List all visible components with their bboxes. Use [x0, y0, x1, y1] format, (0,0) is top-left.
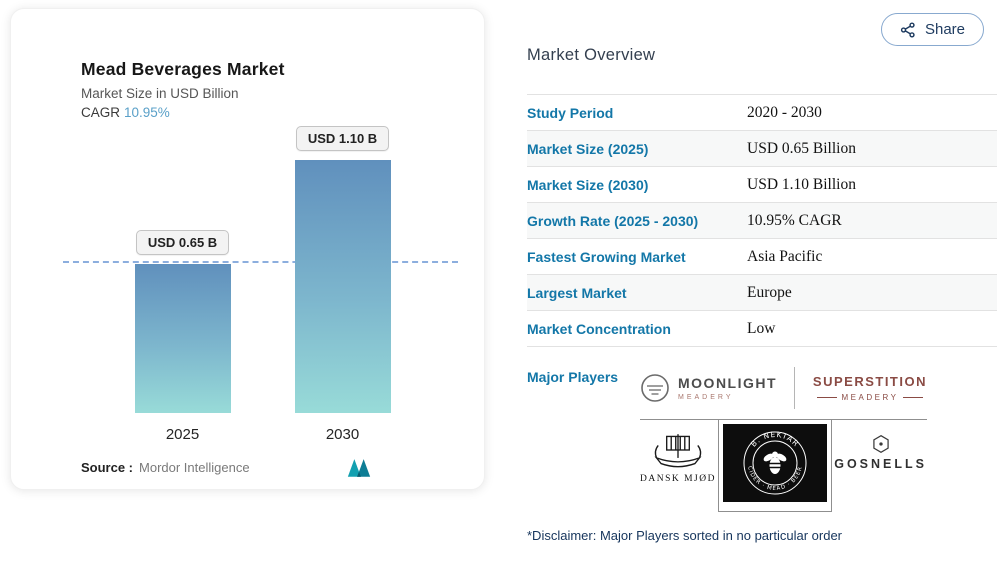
row-label-market-size-2030[interactable]: Market Size (2030)	[527, 176, 649, 193]
share-icon	[900, 21, 916, 38]
chart-subtitle: Market Size in USD Billion	[81, 86, 239, 101]
row-value-growth-rate: 10.95% CAGR	[747, 211, 842, 229]
table-row: Market Size (2030) USD 1.10 Billion	[527, 167, 997, 203]
gosnells-name: GOSNELLS	[834, 457, 927, 471]
row-label-growth-rate[interactable]: Growth Rate (2025 - 2030)	[527, 212, 699, 229]
chart-title: Mead Beverages Market	[81, 59, 285, 79]
row-value-market-concentration: Low	[747, 319, 776, 337]
share-button[interactable]: Share	[880, 13, 984, 46]
bar-2030	[294, 160, 391, 413]
row-label-fastest-growing-market[interactable]: Fastest Growing Market	[527, 248, 686, 265]
disclaimer-text: *Disclaimer: Major Players sorted in no …	[527, 528, 843, 543]
share-label: Share	[924, 21, 965, 38]
major-players-logos: MOONLIGHT MEADERY SUPERSTITION MEADERY	[640, 363, 927, 512]
bar-2025	[134, 264, 231, 413]
market-chart-card: Mead Beverages Market Market Size in USD…	[10, 8, 485, 490]
moon-icon	[640, 373, 670, 403]
moonlight-meadery-logo: MOONLIGHT MEADERY	[640, 373, 777, 403]
mordor-intelligence-logo-icon	[346, 457, 372, 478]
dansk-mjod-logo: DANSK MJØD	[640, 428, 716, 484]
row-value-fastest-growing-market: Asia Pacific	[747, 247, 823, 265]
table-row: Market Size (2025) USD 0.65 Billion	[527, 131, 997, 167]
bar-chart: USD 0.65 B USD 1.10 B 2025 2030	[63, 126, 458, 443]
bar-group-2030: USD 1.10 B	[294, 126, 391, 413]
overview-heading: Market Overview	[527, 46, 656, 64]
row-label-largest-market[interactable]: Largest Market	[527, 284, 627, 301]
row-label-market-size-2025[interactable]: Market Size (2025)	[527, 140, 649, 157]
row-value-market-size-2030: USD 1.10 Billion	[747, 175, 856, 193]
dansk-name: DANSK MJØD	[640, 474, 716, 484]
bar-group-2025: USD 0.65 B	[134, 230, 231, 413]
cagr-value: 10.95%	[124, 105, 170, 120]
table-row: Largest Market Europe	[527, 275, 997, 311]
bar-value-label-2030: USD 1.10 B	[295, 126, 390, 151]
reference-dashed-line	[63, 261, 458, 263]
row-value-market-size-2025: USD 0.65 Billion	[747, 139, 856, 157]
gosnells-logo: GOSNELLS	[834, 434, 927, 471]
major-players-section: Major Players	[527, 363, 997, 512]
viking-ship-icon	[652, 428, 704, 472]
market-overview-panel: Market Overview Study Period 2020 - 2030…	[527, 0, 997, 543]
chart-cagr: CAGR 10.95%	[81, 105, 484, 120]
cagr-label: CAGR	[81, 105, 121, 120]
overview-table: Study Period 2020 - 2030 Market Size (20…	[527, 94, 997, 347]
row-value-largest-market: Europe	[747, 283, 792, 301]
row-label-market-concentration[interactable]: Market Concentration	[527, 320, 671, 337]
moonlight-sub: MEADERY	[678, 394, 734, 401]
source-value: Mordor Intelligence	[139, 460, 250, 475]
moonlight-name: MOONLIGHT	[678, 375, 778, 391]
table-row: Study Period 2020 - 2030	[527, 95, 997, 131]
hexagon-icon	[871, 434, 891, 454]
row-value-study-period: 2020 - 2030	[747, 103, 822, 121]
superstition-meadery-logo: SUPERSTITION MEADERY	[813, 374, 927, 402]
table-row: Market Concentration Low	[527, 311, 997, 347]
b-nektar-logo: B. NEKTAR CIDER · MEAD · BEER	[718, 419, 833, 512]
x-axis-label-2030: 2030	[325, 426, 360, 443]
logo-divider	[794, 367, 796, 409]
source-label: Source :	[81, 460, 134, 475]
x-axis-label-2025: 2025	[165, 426, 200, 443]
chart-source: Source : Mordor Intelligence	[81, 457, 372, 478]
table-row: Fastest Growing Market Asia Pacific	[527, 239, 997, 275]
bar-value-label-2025: USD 0.65 B	[135, 230, 230, 255]
row-label-study-period[interactable]: Study Period	[527, 104, 614, 121]
superstition-name: SUPERSTITION	[812, 374, 927, 389]
superstition-sub: MEADERY	[841, 393, 899, 402]
major-players-label[interactable]: Major Players	[527, 369, 619, 385]
bee-icon	[763, 451, 787, 474]
table-row: Growth Rate (2025 - 2030) 10.95% CAGR	[527, 203, 997, 239]
